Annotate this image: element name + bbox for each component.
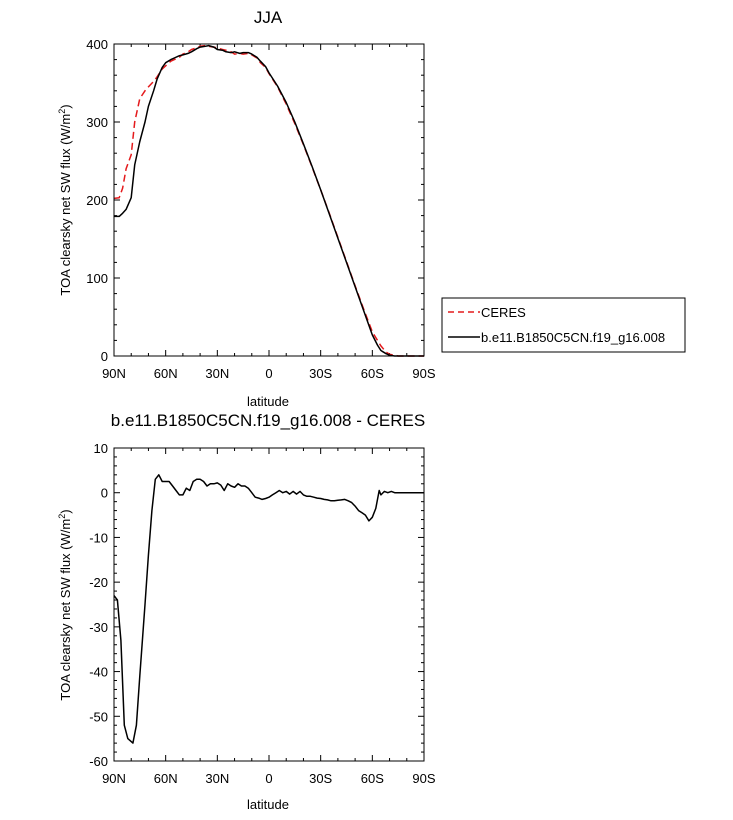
x-axis-label: latitude (247, 797, 289, 812)
y-tick-label: 200 (86, 193, 108, 208)
y-axis-label: TOA clearsky net SW flux (W/m2) (57, 104, 73, 295)
series-line-0 (113, 44, 424, 357)
x-tick-label: 60N (154, 771, 178, 786)
x-tick-label: 90S (412, 366, 435, 381)
panel-top: JJA TOA clearsky net SW flux (W/m2) lati… (57, 8, 436, 409)
chart-title: JJA (254, 8, 283, 27)
y-axis-label-close: ) (58, 104, 73, 108)
y-tick-label: -60 (89, 754, 108, 769)
x-tick-label: 90N (102, 366, 126, 381)
y-axis-label-text: TOA clearsky net SW flux (W/m (58, 519, 73, 701)
panel-bottom: b.e11.B1850C5CN.f19_g16.008 - CERES TOA … (57, 411, 436, 812)
x-tick-label: 0 (265, 771, 272, 786)
x-tick-label: 30S (309, 771, 332, 786)
series-line-1 (114, 44, 424, 357)
y-tick-label: -40 (89, 665, 108, 680)
x-tick-label: 30N (205, 771, 229, 786)
y-tick-label: 300 (86, 115, 108, 130)
y-axis-label: TOA clearsky net SW flux (W/m2) (57, 509, 73, 700)
legend: CERES b.e11.B1850C5CN.f19_g16.008 (441, 297, 686, 353)
y-tick-label: -20 (89, 575, 108, 590)
x-tick-label: 30S (309, 366, 332, 381)
plot-frame (113, 447, 425, 762)
svg-text:TOA clearsky net SW flux (W/m2: TOA clearsky net SW flux (W/m2) (57, 509, 73, 700)
x-tick-label: 60S (361, 366, 384, 381)
legend-box (441, 297, 686, 353)
y-axis-label-close: ) (58, 509, 73, 513)
chart-title: b.e11.B1850C5CN.f19_g16.008 - CERES (111, 411, 425, 430)
plot-area: 90N 60N 30N 0 30S 60S 90S 0 100 200 300 400 (86, 37, 436, 381)
y-axis-label-superscript: 2 (57, 514, 67, 519)
x-axis-label: latitude (247, 394, 289, 409)
y-tick-label: 0 (101, 349, 108, 364)
legend-label-model: b.e11.B1850C5CN.f19_g16.008 (481, 330, 665, 345)
plot-area: 90N 60N 30N 0 30S 60S 90S -60 -50 -40 -30 -20 -10 0 10 (89, 441, 436, 786)
x-tick-label: 30N (205, 366, 229, 381)
x-tick-label: 60N (154, 366, 178, 381)
legend-label-ceres: CERES (481, 305, 526, 320)
svg-text:TOA clearsky net SW flux (W/m2: TOA clearsky net SW flux (W/m2) (57, 104, 73, 295)
x-tick-label: 90S (412, 771, 435, 786)
y-axis-label-superscript: 2 (57, 109, 67, 114)
y-tick-label: -30 (89, 620, 108, 635)
y-tick-label: 400 (86, 37, 108, 52)
x-tick-label: 0 (265, 366, 272, 381)
y-tick-label: -50 (89, 709, 108, 724)
y-tick-label: 100 (86, 271, 108, 286)
y-tick-label: -10 (89, 530, 108, 545)
y-axis-label-text: TOA clearsky net SW flux (W/m (58, 114, 73, 296)
y-tick-label: 0 (101, 486, 108, 501)
y-tick-label: 10 (94, 441, 108, 456)
series-line-0 (113, 474, 424, 744)
x-tick-label: 90N (102, 771, 126, 786)
x-tick-label: 60S (361, 771, 384, 786)
plot-frame (113, 43, 425, 357)
